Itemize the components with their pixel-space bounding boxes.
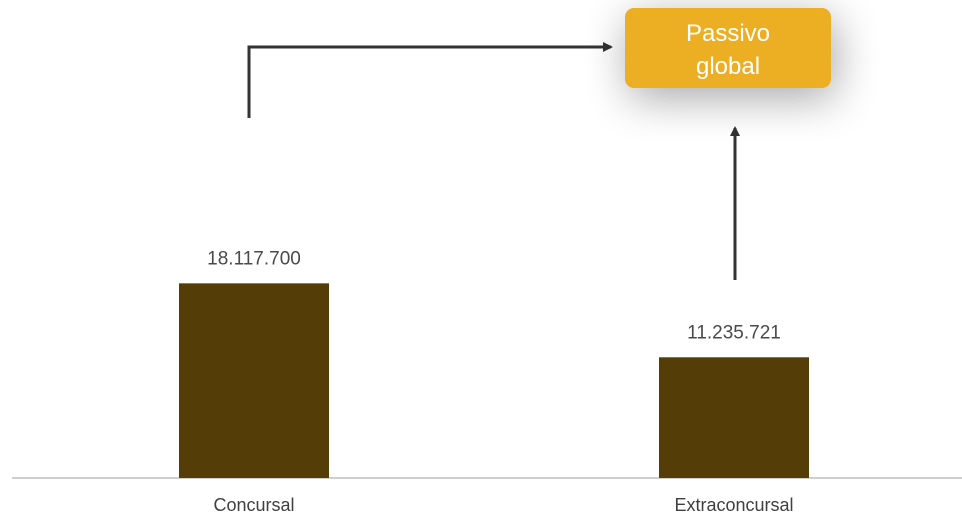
bar-extraconcursal xyxy=(659,357,809,478)
callout-label-line1: Passivo xyxy=(686,20,770,47)
callout-passivo-global: Passivo global xyxy=(625,8,831,88)
callout-box xyxy=(625,8,831,88)
arrow-concursal-to-callout xyxy=(247,42,613,118)
category-label-extraconcursal: Extraconcursal xyxy=(674,495,793,515)
callout-label-line2: global xyxy=(696,53,760,80)
category-label-concursal: Concursal xyxy=(213,495,294,515)
data-label-extraconcursal: 11.235.721 xyxy=(687,322,781,343)
data-label-concursal: 18.117.700 xyxy=(207,248,301,269)
bar-concursal xyxy=(179,283,329,478)
